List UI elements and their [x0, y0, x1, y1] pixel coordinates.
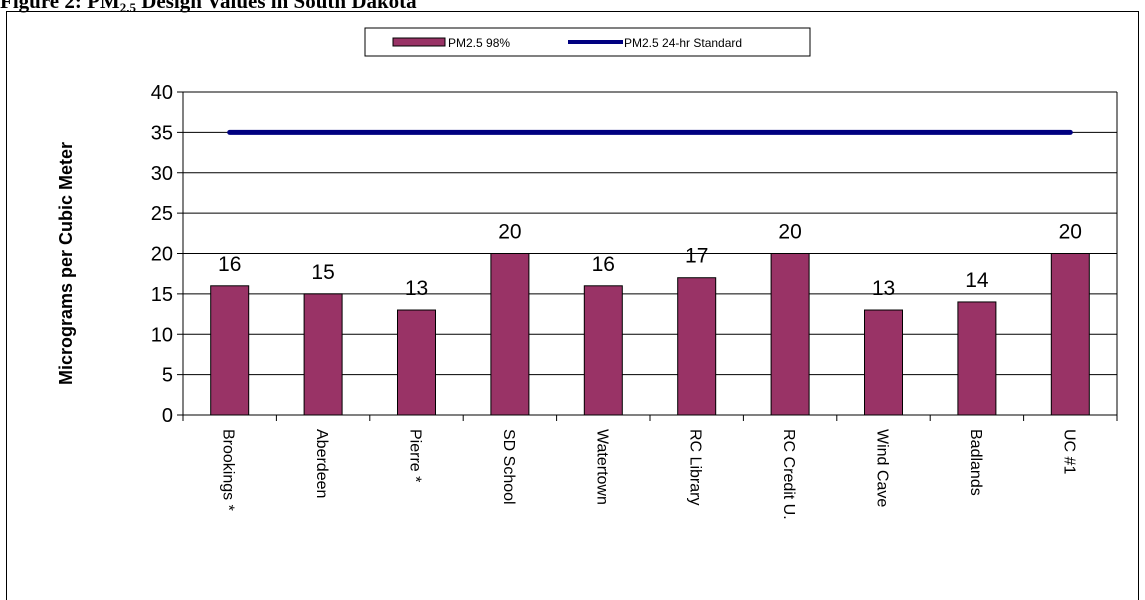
legend-label-bar: PM2.5 98%	[448, 36, 510, 50]
bar-7	[864, 309, 903, 416]
chart-frame	[6, 11, 1139, 600]
bar-3	[490, 253, 530, 416]
bars	[210, 253, 1090, 416]
category-label-5: RC Library	[687, 429, 704, 505]
data-label-1: 15	[311, 261, 334, 284]
y-tick-label-35: 35	[151, 122, 173, 144]
bar-5	[677, 277, 717, 416]
data-label-9: 20	[1059, 221, 1082, 244]
axes	[177, 91, 1118, 421]
data-label-3: 20	[498, 221, 521, 244]
category-label-2: Pierre *	[407, 429, 424, 482]
bar-6	[770, 253, 810, 416]
y-tick-label-25: 25	[151, 203, 173, 225]
data-label-8: 14	[965, 269, 989, 292]
figure-caption: Figure 2: PM2.5 Design Values in South D…	[0, 0, 417, 16]
y-axis-title: Micrograms per Cubic Meter	[56, 142, 76, 385]
category-label-7: Wind Cave	[874, 429, 891, 507]
caption-prefix: Figure 2: PM	[0, 0, 120, 13]
y-tick-label-20: 20	[151, 244, 173, 266]
category-label-1: Aberdeen	[313, 429, 330, 498]
category-label-3: SD School	[500, 429, 517, 505]
labels: 0 5 10 15 20 25 30 35 40 16 Brookings * 15 Aberdeen 1…	[56, 82, 1082, 520]
category-label-4: Watertown	[593, 429, 610, 505]
y-tick-label-0: 0	[162, 405, 173, 427]
y-tick-label-15: 15	[151, 284, 173, 306]
data-label-7: 13	[872, 277, 895, 300]
y-tick-label-40: 40	[151, 82, 173, 104]
category-label-9: UC #1	[1060, 429, 1077, 474]
category-label-8: Badlands	[967, 429, 984, 496]
legend-label-line: PM2.5 24-hr Standard	[624, 36, 742, 50]
bar-0	[210, 285, 250, 416]
data-label-0: 16	[218, 253, 241, 276]
y-tick-label-30: 30	[151, 163, 173, 185]
caption-suffix: Design Values in South Dakota	[136, 0, 417, 13]
legend-swatch-bar	[392, 37, 446, 47]
bar-4	[583, 285, 623, 416]
data-label-2: 13	[405, 277, 428, 300]
data-label-5: 17	[685, 245, 708, 268]
bar-9	[1050, 253, 1090, 416]
data-label-6: 20	[778, 221, 801, 244]
category-label-6: RC Credit U.	[780, 429, 797, 520]
y-tick-label-5: 5	[162, 365, 173, 387]
bar-1	[303, 293, 343, 416]
legend: PM2.5 98% PM2.5 24-hr Standard	[364, 27, 811, 57]
y-tick-label-10: 10	[151, 324, 173, 346]
data-label-4: 16	[592, 253, 615, 276]
bar-2	[397, 309, 436, 416]
category-label-0: Brookings *	[220, 429, 237, 511]
bar-8	[957, 301, 997, 416]
